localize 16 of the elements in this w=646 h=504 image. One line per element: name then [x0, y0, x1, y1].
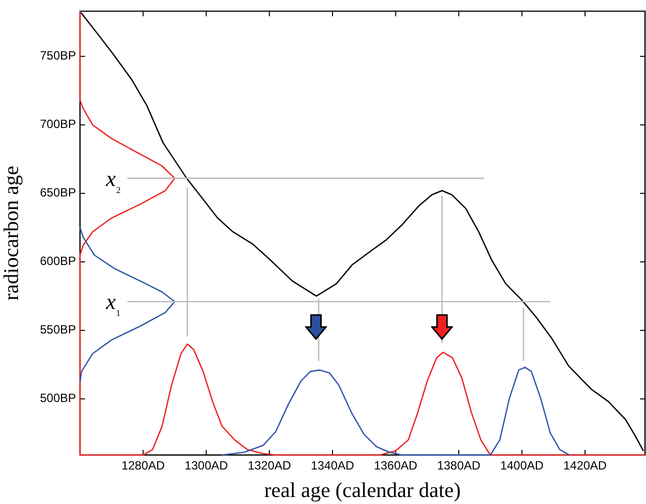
y-tick-label: 650BP — [40, 186, 76, 200]
y-tick-label: 550BP — [40, 322, 76, 337]
y-tick-label: 750BP — [40, 48, 76, 63]
x-tick-label: 1360AD — [374, 458, 418, 473]
x-tick-label: 1400AD — [500, 458, 544, 473]
x-tick-label: 1300AD — [184, 458, 228, 473]
x-tick-label: 1280AD — [121, 458, 166, 473]
x-tick-label: 1420AD — [563, 458, 608, 473]
y-tick-label: 600BP — [40, 254, 76, 268]
x-axis-title: real age (calendar date) — [264, 478, 461, 502]
x-tick-label: 1320AD — [248, 458, 292, 473]
x-tick-label: 1340AD — [310, 458, 355, 473]
y-axis-title: radiocarbon age — [0, 166, 24, 300]
y-tick-label: 700BP — [40, 117, 76, 132]
y-tick-label: 500BP — [40, 391, 76, 406]
x-tick-label: 1380AD — [437, 458, 481, 473]
